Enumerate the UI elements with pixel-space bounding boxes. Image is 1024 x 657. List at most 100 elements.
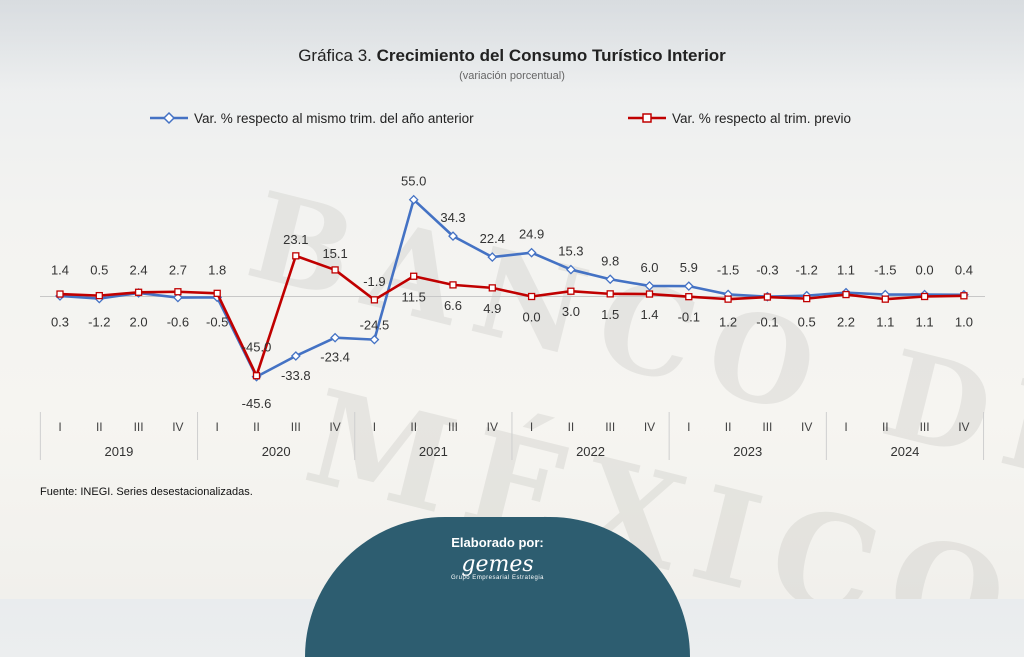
x-tick-label-quarter: III: [291, 420, 301, 434]
data-label-yoy: 2.0: [130, 315, 148, 330]
data-label-yoy: 2.2: [837, 315, 855, 330]
x-tick-label-year: 2022: [576, 444, 605, 459]
data-label-yoy: -0.5: [206, 315, 228, 330]
x-tick-label-quarter: IV: [958, 420, 969, 434]
series-line-yoy: [59, 198, 964, 379]
x-tick-label-quarter: II: [725, 420, 732, 434]
x-tick-label-quarter: III: [920, 420, 930, 434]
x-tick-label-quarter: II: [882, 420, 889, 434]
data-point-qoq: [292, 252, 300, 260]
x-tick-label-quarter: III: [448, 420, 458, 434]
x-tick-label-quarter: III: [762, 420, 772, 434]
data-point-yoy: [448, 231, 458, 242]
data-label-qoq: 0.0: [916, 263, 934, 278]
data-point-qoq: [527, 292, 536, 301]
data-point-qoq: [724, 295, 732, 303]
x-tick-label-year: 2019: [104, 444, 133, 459]
data-point-qoq: [842, 290, 850, 299]
chart-title-prefix: Gráfica 3.: [298, 46, 372, 65]
legend-label-qoq: Var. % respecto al trim. previo: [672, 110, 852, 126]
made-by-label: Elaborado por:: [451, 535, 544, 550]
data-label-yoy: 0.3: [51, 315, 69, 330]
data-point-qoq: [331, 266, 339, 274]
gemes-logo: gemes: [461, 552, 534, 577]
data-label-qoq: 3.0: [562, 304, 580, 319]
data-point-qoq: [960, 292, 968, 300]
x-tick-label-quarter: II: [96, 420, 103, 434]
data-label-qoq: 1.1: [837, 263, 855, 278]
data-label-yoy: -1.2: [88, 315, 110, 330]
data-point-yoy: [408, 194, 419, 205]
legend-swatch-qoq-icon: [628, 113, 666, 123]
data-point-qoq: [134, 288, 143, 296]
data-label-qoq: 1.4: [51, 263, 69, 278]
data-point-qoq: [685, 293, 693, 301]
data-point-yoy: [605, 274, 616, 285]
x-tick-label-quarter: IV: [801, 420, 812, 434]
x-tick-label-quarter: I: [373, 420, 376, 434]
gemes-logo-subtitle: Grupo Empresarial Estrategia: [450, 575, 545, 581]
x-tick-label-quarter: I: [687, 420, 690, 434]
data-label-yoy: -0.6: [167, 315, 189, 330]
data-label-yoy: 22.4: [480, 231, 505, 246]
data-label-yoy: 34.3: [440, 210, 465, 225]
x-tick-label-quarter: IV: [644, 420, 655, 434]
data-label-yoy: 1.0: [955, 315, 973, 330]
chart-legend: Var. % respecto al mismo trim. del año a…: [150, 110, 910, 134]
data-point-yoy: [487, 252, 498, 262]
data-point-qoq: [488, 284, 496, 292]
data-label-yoy: 5.9: [680, 260, 698, 275]
data-label-qoq: -45.0: [242, 340, 272, 355]
data-label-yoy: 55.0: [401, 174, 426, 189]
data-label-qoq: 0.4: [955, 263, 973, 278]
series-line-qoq: [59, 254, 964, 378]
data-label-qoq: 2.7: [169, 263, 187, 278]
x-tick-label-quarter: I: [530, 420, 533, 434]
x-tick-label-quarter: IV: [329, 420, 340, 434]
x-tick-label-year: 2023: [733, 444, 762, 459]
chart-title: Gráfica 3. Crecimiento del Consumo Turís…: [0, 46, 1024, 66]
data-label-qoq: 11.5: [402, 289, 426, 304]
data-point-yoy: [683, 281, 694, 292]
data-point-yoy: [290, 351, 301, 361]
data-label-yoy: -33.8: [281, 368, 311, 383]
data-point-qoq: [213, 289, 221, 297]
data-label-qoq: 15.1: [322, 246, 347, 261]
data-label-yoy: -23.4: [320, 350, 350, 365]
data-label-yoy: 0.5: [798, 315, 816, 330]
data-point-qoq: [95, 291, 103, 300]
data-point-yoy: [172, 292, 183, 303]
data-label-yoy: 1.2: [719, 315, 737, 330]
data-point-qoq: [920, 292, 929, 301]
footer-badge: Elaborado por: gemes Grupo Empresarial E…: [305, 517, 690, 657]
x-tick-label-quarter: I: [844, 420, 847, 434]
data-point-yoy: [369, 334, 380, 345]
data-label-qoq: 0.0: [523, 310, 541, 325]
data-label-qoq: 1.8: [208, 263, 226, 278]
data-point-qoq: [410, 272, 418, 280]
x-tick-label-quarter: IV: [172, 420, 183, 434]
data-label-yoy: 15.3: [558, 244, 583, 259]
legend-item-qoq: Var. % respecto al trim. previo: [628, 110, 851, 126]
x-tick-label-quarter: II: [568, 420, 575, 434]
data-label-qoq: 4.9: [483, 301, 501, 316]
data-label-yoy: 6.0: [640, 260, 658, 275]
data-label-qoq: 2.4: [130, 263, 148, 278]
data-point-qoq: [881, 295, 889, 303]
data-point-qoq: [449, 281, 457, 289]
data-point-yoy: [526, 247, 537, 258]
x-tick-label-year: 2020: [262, 444, 291, 459]
data-label-qoq: 1.4: [640, 307, 658, 322]
legend-swatch-yoy-icon: [150, 111, 188, 125]
data-label-qoq: -1.2: [795, 263, 817, 278]
data-label-yoy: -24.5: [360, 318, 390, 333]
data-label-yoy: 9.8: [601, 253, 619, 268]
data-label-qoq: -0.1: [678, 310, 700, 325]
x-tick-label-year: 2021: [419, 444, 448, 459]
data-label-yoy: -45.6: [242, 396, 272, 411]
data-point-qoq: [370, 296, 379, 304]
data-point-qoq: [763, 293, 772, 301]
data-label-qoq: 0.5: [90, 263, 108, 278]
x-tick-label-quarter: I: [58, 420, 61, 434]
data-label-yoy: 1.1: [916, 315, 934, 330]
